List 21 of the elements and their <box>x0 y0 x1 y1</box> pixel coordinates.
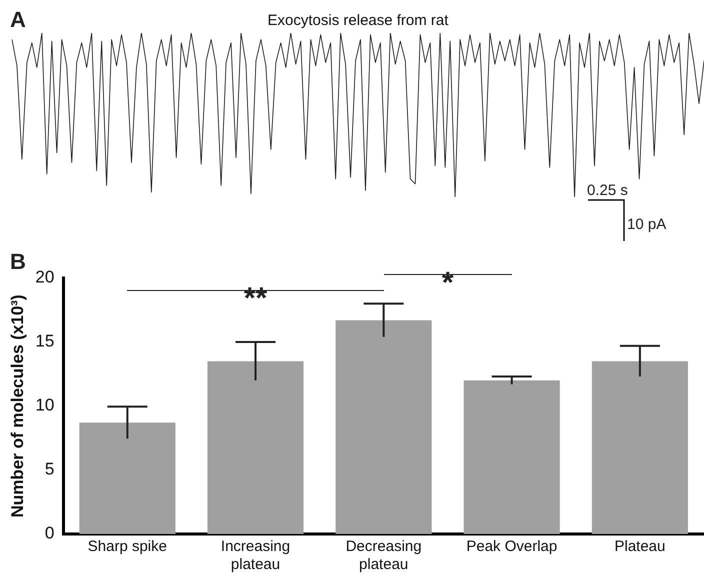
annotation: 0.25 s <box>587 182 628 199</box>
text: 10 pA <box>627 216 666 233</box>
bar <box>79 422 176 534</box>
x-tick-label: Increasing plateau <box>220 538 290 574</box>
y-tick-label: 5 <box>44 460 54 479</box>
text: A <box>10 7 26 32</box>
bar <box>336 320 432 534</box>
y-tick-label: 0 <box>44 524 54 543</box>
y-axis-title: Number of molecules (x10³) <box>8 294 27 518</box>
bar <box>207 361 304 534</box>
x-tick-label: Peak Overlap <box>466 538 558 556</box>
x-tick-label: Decreasing plateau <box>346 538 422 574</box>
text: B <box>10 249 26 274</box>
x-tick-label: Sharp spike <box>88 538 167 556</box>
y-tick-label: 10 <box>35 396 54 415</box>
y-tick-label: 15 <box>35 332 54 351</box>
bar <box>464 380 560 534</box>
bar <box>592 361 688 534</box>
chart-title: Exocytosis release from rat <box>268 12 450 30</box>
y-tick-label: 20 <box>35 268 54 287</box>
x-tick-label: Plateau <box>614 538 666 556</box>
